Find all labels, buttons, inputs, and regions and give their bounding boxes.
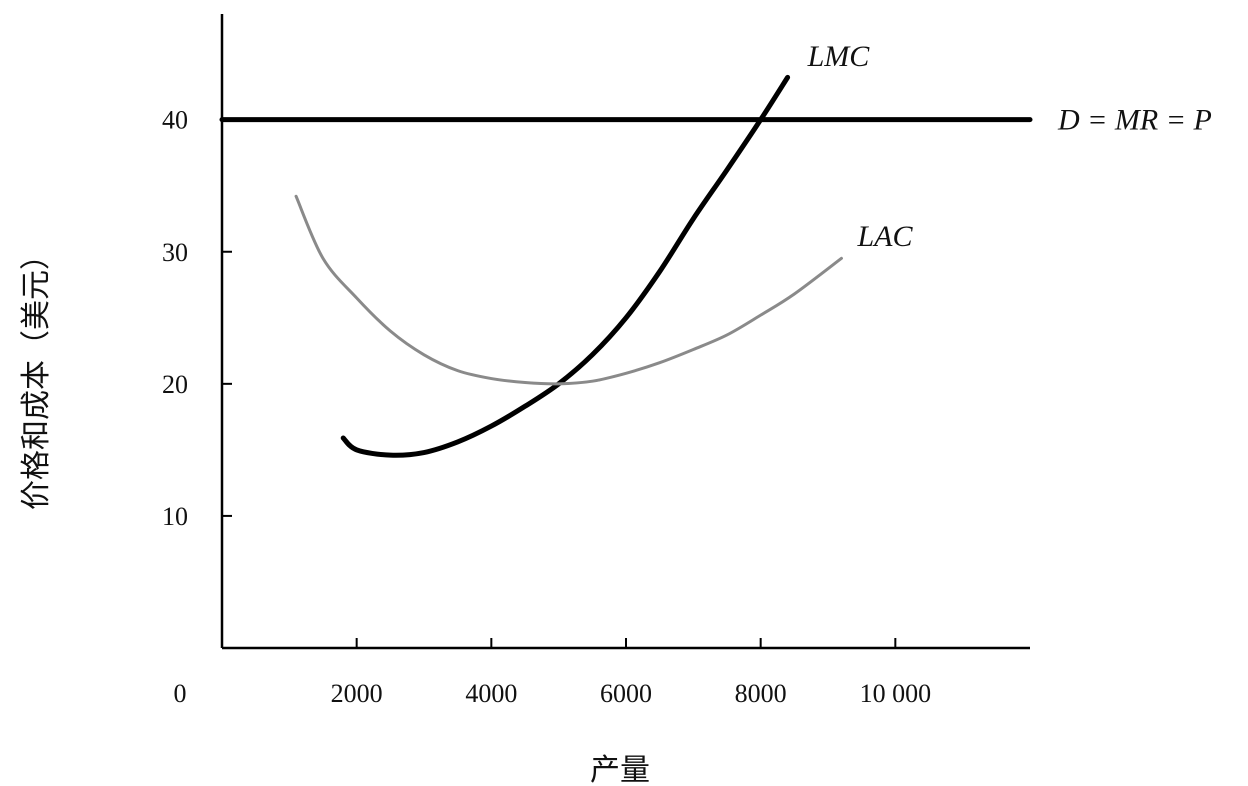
x-tick-label: 10 000	[860, 679, 932, 708]
x-tick-label: 6000	[600, 679, 652, 708]
y-tick-label: 40	[162, 106, 188, 135]
x-tick-label: 2000	[331, 679, 383, 708]
y-tick-label: 20	[162, 370, 188, 399]
demand-label: D = MR = P	[1057, 104, 1212, 137]
series-layer	[219, 74, 1033, 458]
series-lac-curve	[294, 194, 843, 386]
lac-label: LAC	[856, 220, 913, 253]
labels-layer: 2000 4000 6000 8000 10 000 10 20 30 40 0 产量 价格和成本（美…	[19, 40, 1212, 786]
y-tick-label: 10	[162, 502, 188, 531]
x-axis-title: 产量	[590, 753, 650, 786]
y-axis-title: 价格和成本（美元）	[19, 240, 54, 510]
origin-label: 0	[174, 679, 187, 708]
y-tick-label: 30	[162, 238, 188, 267]
axes	[220, 14, 1030, 650]
x-tick-label: 4000	[465, 679, 517, 708]
lmc-label: LMC	[807, 40, 871, 73]
series-lmc-curve	[340, 74, 791, 458]
x-tick-label: 8000	[735, 679, 787, 708]
